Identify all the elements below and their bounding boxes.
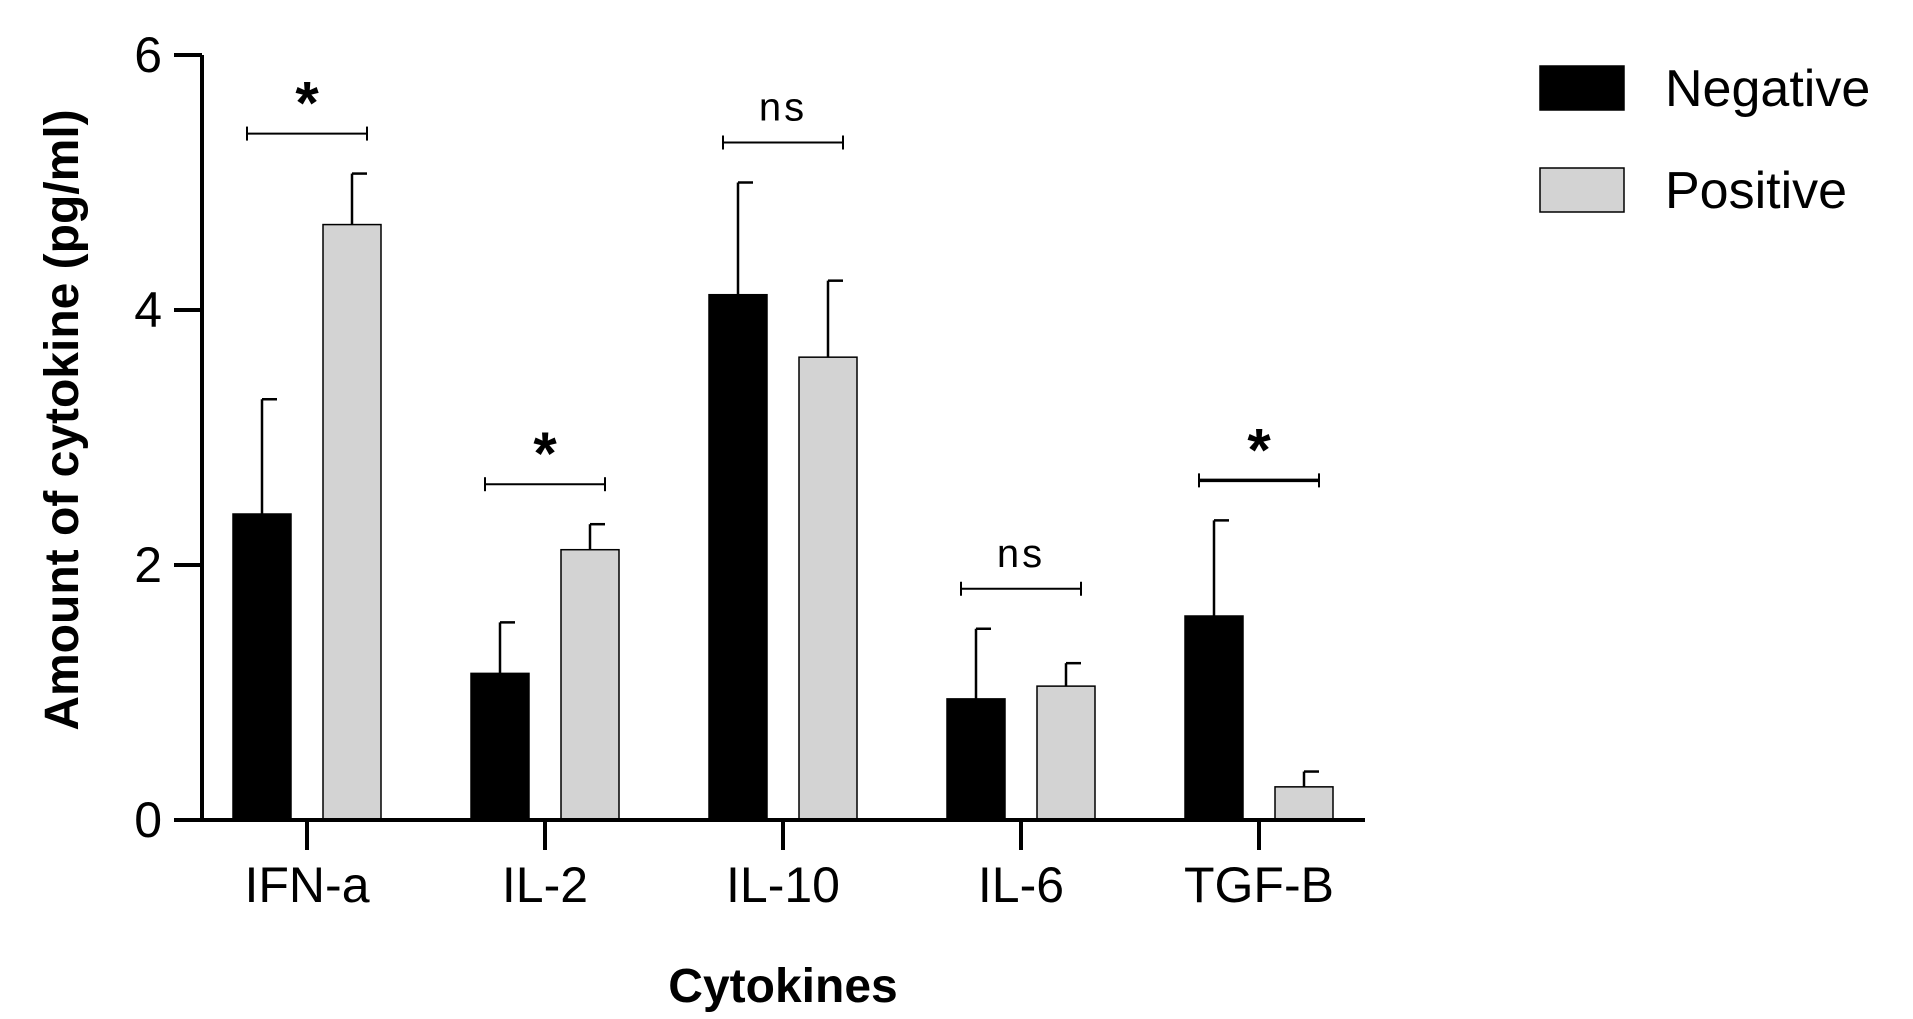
bar-negative-il-10 bbox=[708, 293, 768, 821]
legend-label-positive: Positive bbox=[1665, 162, 1847, 220]
y-tick-label-2: 2 bbox=[134, 537, 162, 593]
bar-negative-tgf-b bbox=[1184, 615, 1244, 821]
bar-negative-ifn-a bbox=[232, 513, 292, 821]
bar-positive-il-2 bbox=[560, 548, 620, 821]
bar-positive-ifn-a bbox=[322, 223, 382, 821]
significance-label-il-2: * bbox=[533, 420, 557, 487]
y-tick-label-0: 0 bbox=[134, 792, 162, 848]
error-bars-group bbox=[260, 172, 1319, 787]
x-tick-label-il-2: IL-2 bbox=[502, 857, 588, 913]
y-tick-label-6: 6 bbox=[134, 27, 162, 83]
significance-label-ifn-a: * bbox=[295, 70, 319, 137]
significance-label-tgf-b: * bbox=[1247, 416, 1271, 483]
bar-negative-il-6 bbox=[946, 698, 1006, 821]
bar-positive-il-6 bbox=[1036, 685, 1096, 821]
significance-group: * * ns ns * bbox=[246, 70, 1320, 596]
bar-positive-tgf-b bbox=[1274, 786, 1334, 821]
significance-label-il-10: ns bbox=[759, 86, 807, 130]
bar-positive-il-10 bbox=[798, 356, 858, 821]
y-tick-label-4: 4 bbox=[134, 282, 162, 338]
legend-label-negative: Negative bbox=[1665, 60, 1870, 118]
legend: Negative Positive bbox=[1539, 60, 1870, 220]
x-tick-label-il-6: IL-6 bbox=[978, 857, 1064, 913]
bar-negative-il-2 bbox=[470, 672, 530, 821]
significance-label-il-6: ns bbox=[997, 532, 1045, 576]
x-tick-label-il-10: IL-10 bbox=[726, 857, 840, 913]
bars-group bbox=[232, 223, 1334, 821]
x-tick-label-tgf-b: TGF-B bbox=[1184, 857, 1334, 913]
y-axis-title: Amount of cytokine (pg/ml) bbox=[36, 109, 89, 730]
legend-swatch-negative bbox=[1539, 65, 1625, 111]
legend-swatch-positive bbox=[1539, 167, 1625, 213]
x-tick-label-ifn-a: IFN-a bbox=[245, 857, 370, 913]
x-axis-title: Cytokines bbox=[668, 960, 897, 1013]
axes-group: IFN-a IL-2 IL-10 IL-6 TGF-B 0 2 4 6 bbox=[134, 27, 1365, 913]
